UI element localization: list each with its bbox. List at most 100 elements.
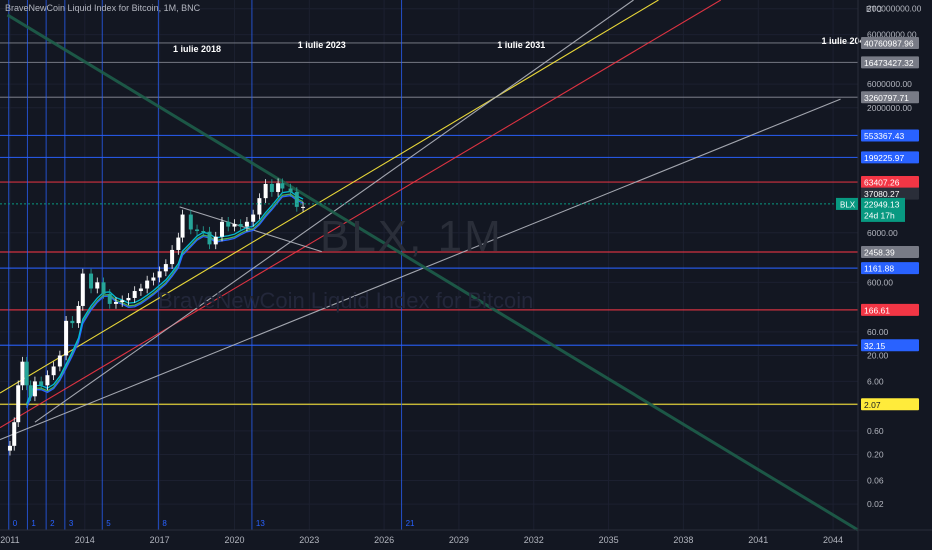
candle-body (120, 300, 125, 303)
price-label: 37080.27 (864, 189, 900, 199)
candle-body (201, 231, 206, 233)
fib-zone-number: 8 (162, 519, 167, 528)
price-label-bg (861, 339, 919, 352)
horizontal-grid (0, 8, 858, 505)
date-annotation: 1 iulie 2023 (298, 40, 346, 50)
candle-body (276, 183, 281, 192)
candle-body (294, 191, 299, 207)
y-tick-label: 20.00 (867, 350, 889, 360)
candle-body (207, 231, 212, 245)
fib-zone-number: 13 (256, 519, 265, 528)
moving-average-line (26, 190, 304, 404)
date-annotation: 1 iulie 2018 (173, 44, 221, 54)
x-tick-label: 2035 (599, 535, 619, 545)
x-tick-label: 2029 (449, 535, 469, 545)
y-tick-label: 0.06 (867, 475, 884, 485)
trend-line[interactable] (0, 98, 841, 441)
moving-average-line (26, 193, 304, 407)
y-tick-label: 2000000.00 (867, 103, 912, 113)
y-tick-label: 600.00 (867, 277, 893, 287)
x-tick-label: 2020 (224, 535, 244, 545)
price-label: 2.07 (864, 400, 881, 410)
x-tick-label: 2014 (75, 535, 95, 545)
current-symbol-bg (836, 197, 858, 210)
x-tick-label: 2044 (823, 535, 843, 545)
candle-body (232, 224, 237, 227)
candle-body (113, 302, 118, 304)
candle-body (126, 297, 131, 301)
x-tick-label: 2017 (150, 535, 170, 545)
x-tick-label: 2038 (673, 535, 693, 545)
y-tick-label: 0.20 (867, 450, 884, 460)
fib-time-zones[interactable] (8, 0, 403, 530)
y-tick-label: 0.60 (867, 426, 884, 436)
x-tick-label: 2041 (748, 535, 768, 545)
candle-body (28, 385, 33, 397)
y-tick-label: 60000000.00 (867, 30, 917, 40)
current-price-bg (861, 197, 905, 222)
price-label: 2458.39 (864, 247, 895, 257)
horizontal-levels[interactable] (0, 42, 858, 405)
x-tick-label: 2011 (0, 535, 19, 545)
price-axis-labels: 40760987.96 16473427.32 3260797.71 553367.4… (0, 36, 919, 411)
price-label-bg (861, 91, 919, 104)
candle-body (57, 355, 62, 367)
candle-body (213, 236, 218, 245)
price-label: 199225.97 (864, 153, 904, 163)
fib-zone-number: 5 (106, 519, 111, 528)
fib-zone-number: 21 (406, 519, 415, 528)
fib-zone-number: 2 (50, 519, 55, 528)
price-label: 40760987.96 (864, 38, 914, 48)
x-tick-label: 2026 (374, 535, 394, 545)
price-label-bg (861, 151, 919, 164)
trend-line[interactable] (6, 13, 859, 532)
candle-body (180, 214, 185, 238)
trend-line[interactable] (0, 0, 722, 429)
price-label: 63407.26 (864, 178, 900, 188)
price-label: 16473427.32 (864, 58, 914, 68)
bar-countdown-label: 24d 17h (864, 210, 895, 220)
current-symbol-tag[interactable]: BLX (840, 200, 856, 209)
price-label-bg (861, 303, 919, 316)
symbol-title[interactable]: BraveNewCoin Liquid Index for Bitcoin, 1… (5, 3, 201, 13)
y-tick-label: 60.00 (867, 327, 889, 337)
trend-lines[interactable] (0, 0, 859, 532)
candle-body (145, 280, 150, 289)
candle-body (76, 305, 81, 324)
price-label-bg (861, 56, 919, 69)
candle-body (7, 445, 12, 451)
watermark-ticker: BLX, 1M (320, 212, 503, 261)
fib-zone-number: 1 (31, 519, 36, 528)
x-tick-label: 2023 (299, 535, 319, 545)
candles (7, 178, 306, 456)
moving-average-ribbon (26, 190, 304, 408)
candle-body (89, 273, 94, 289)
candle-body (288, 188, 293, 192)
price-label-bg (861, 262, 919, 275)
current-price-label: 22949.13 (864, 199, 900, 209)
price-label-bg (861, 36, 919, 49)
candle-body (24, 361, 29, 386)
date-annotations: 1 iulie 2018 1 iulie 2023 1 iulie 2031 1 iu… (173, 36, 870, 54)
price-label-bg (861, 129, 919, 142)
price-label: 166.61 (864, 305, 890, 315)
candle-body (244, 221, 249, 227)
candle-body (101, 282, 106, 294)
candle-body (163, 264, 168, 272)
date-annotation: 1 iulie 2044 (822, 36, 870, 46)
y-tick-label: 6000.00 (867, 228, 898, 238)
price-label-bg (861, 245, 919, 258)
candle-body (32, 381, 37, 397)
price-label: 32.15 (864, 341, 886, 351)
candle-body (257, 198, 262, 215)
candle-body (70, 320, 75, 324)
candle-body (176, 237, 181, 250)
candle-body (138, 288, 143, 292)
moving-average-line (26, 194, 304, 408)
trend-line[interactable] (0, 0, 659, 394)
candle-body (301, 206, 306, 208)
candle-body (51, 366, 56, 376)
time-axis[interactable]: 2011 2014 2017 2020 2023 2026 2029 2032 2035 2038… (0, 529, 932, 545)
